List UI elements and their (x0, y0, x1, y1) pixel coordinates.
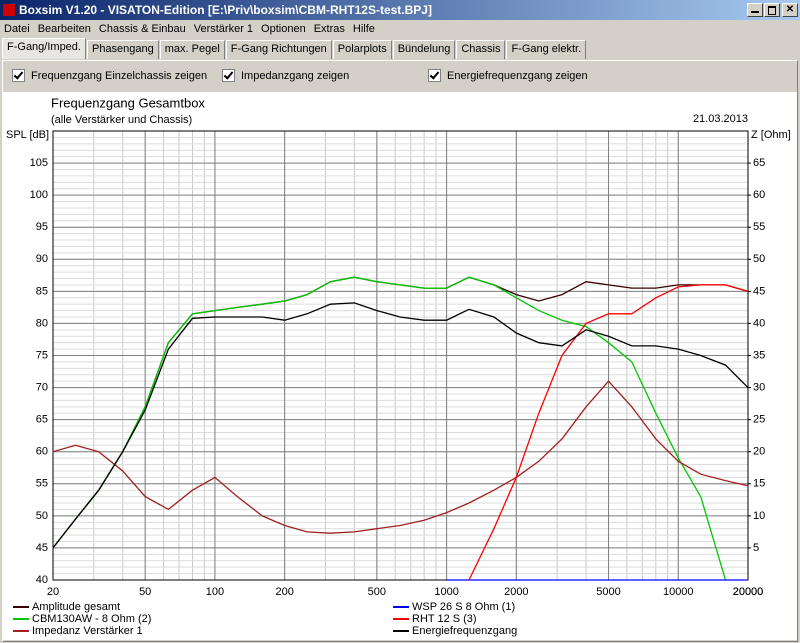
menu-item[interactable]: Extras (313, 23, 345, 35)
y2-axis-label: Z [Ohm] (751, 129, 791, 141)
menu-item[interactable]: Bearbeiten (37, 23, 91, 35)
menu-item[interactable]: Hilfe (352, 23, 375, 35)
x-tick-label: 10000 (663, 586, 694, 598)
y-tick-label: 90 (36, 253, 48, 265)
close-button[interactable]: ✕ (782, 3, 798, 17)
checkbox[interactable]: Frequenzgang Einzelchassis zeigen (12, 69, 207, 82)
y2-tick-label: 30 (753, 381, 765, 393)
menu-item[interactable]: Datei (4, 23, 30, 35)
checkbox-label: Energiefrequenzgang zeigen (447, 69, 588, 82)
checkbox-box[interactable] (12, 69, 25, 82)
y-axis-label: SPL [dB] (6, 129, 49, 141)
checkbox-box[interactable] (222, 69, 235, 82)
legend-label: WSP 26 S 8 Ohm (1) (412, 601, 515, 613)
y-tick-label: 75 (36, 349, 48, 361)
tab[interactable]: Bündelung (392, 40, 456, 59)
y2-tick-label: 65 (753, 157, 765, 169)
y-tick-label: 40 (36, 574, 48, 586)
y-tick-label: 95 (36, 221, 48, 233)
legend-label: CBM130AW - 8 Ohm (2) (32, 613, 151, 625)
y2-tick-label: 25 (753, 414, 765, 426)
x-tick-label: 100 (206, 586, 224, 598)
y-tick-label: 80 (36, 317, 48, 329)
date-label: 21.03.2013 (693, 113, 748, 125)
x-tick-label: 20000 (733, 586, 764, 598)
menu-item[interactable]: Optionen (261, 23, 306, 35)
x-tick-label: 500 (368, 586, 386, 598)
x-tick-label: 20 (47, 586, 59, 598)
y2-tick-label: 45 (753, 285, 765, 297)
y2-tick-label: 50 (753, 253, 765, 265)
y-tick-label: 100 (30, 189, 48, 201)
y2-tick-label: 5 (753, 542, 759, 554)
x-tick-label: 1000 (434, 586, 458, 598)
legend-label: Amplitude gesamt (32, 601, 120, 613)
x-tick-label: 200 (275, 586, 293, 598)
tab[interactable]: F-Gang/Imped. (2, 38, 86, 59)
menu-bar: Datei Bearbeiten Chassis & Einbau Verstärke… (0, 20, 800, 38)
y-tick-label: 55 (36, 478, 48, 490)
checkbox-box[interactable] (428, 69, 441, 82)
x-axis-end-label: 20000 (733, 586, 764, 598)
title-bar: Boxsim V1.20 - VISATON-Edition [E:\Priv\… (0, 0, 800, 20)
y2-tick-label: 35 (753, 349, 765, 361)
series-line (468, 284, 749, 581)
window-title: Boxsim V1.20 - VISATON-Edition [E:\Priv\… (19, 3, 432, 17)
y-tick-label: 65 (36, 414, 48, 426)
menu-item[interactable]: Verstärker 1 (193, 23, 254, 35)
tab[interactable]: F-Gang elektr. (506, 40, 587, 59)
plot-frame (52, 130, 749, 581)
tab[interactable]: Chassis (456, 40, 506, 59)
y-tick-label: 85 (36, 285, 48, 297)
y-tick-label: 60 (36, 446, 48, 458)
chart-background (3, 92, 797, 640)
y2-tick-label: 40 (753, 317, 765, 329)
y2-tick-label: 55 (753, 221, 765, 233)
tab-panel (2, 60, 798, 642)
y-tick-label: 105 (30, 157, 48, 169)
menu-item[interactable]: Chassis & Einbau (98, 23, 186, 35)
series-line (52, 302, 749, 549)
minimize-button[interactable] (747, 3, 763, 17)
legend-label: Impedanz Verstärker 1 (32, 625, 143, 637)
legend-label: RHT 12 S (3) (412, 613, 477, 625)
y2-tick-label: 15 (753, 478, 765, 490)
y2-tick-label: 20 (753, 446, 765, 458)
x-tick-label: 2000 (504, 586, 528, 598)
checkbox[interactable]: Impedanzgang zeigen (222, 69, 349, 82)
tab[interactable]: Phasengang (86, 40, 159, 59)
checkbox[interactable]: Energiefrequenzgang zeigen (428, 69, 588, 82)
y-tick-label: 45 (36, 542, 48, 554)
checkbox-label: Impedanzgang zeigen (241, 69, 350, 82)
chart-subtitle: (alle Verstärker und Chassis) (51, 114, 192, 126)
tab-bar: F-Gang/Imped. Phasengang max. Pegel F-Gang … (2, 38, 587, 59)
app-icon (3, 4, 15, 16)
chart-title: Frequenzgang Gesamtbox (51, 95, 205, 110)
legend-label: Energiefrequenzgang (412, 625, 517, 637)
y2-tick-label: 60 (753, 189, 765, 201)
series-line (52, 276, 727, 581)
tab[interactable]: max. Pegel (159, 40, 225, 59)
x-tick-label: 50 (139, 586, 151, 598)
x-tick-label: 5000 (596, 586, 620, 598)
y-tick-label: 50 (36, 510, 48, 522)
series-line (52, 380, 749, 534)
tab[interactable]: F-Gang Richtungen (225, 40, 332, 59)
maximize-button[interactable] (764, 3, 780, 17)
chart: 20 50 100 200 500 1000 2000 5000 10000 20000 45 50 5… (3, 92, 797, 640)
y-tick-label: 70 (36, 381, 48, 393)
tab[interactable]: Polarplots (332, 40, 392, 59)
y2-tick-label: 10 (753, 510, 765, 522)
checkbox-label: Frequenzgang Einzelchassis zeigen (31, 69, 208, 82)
